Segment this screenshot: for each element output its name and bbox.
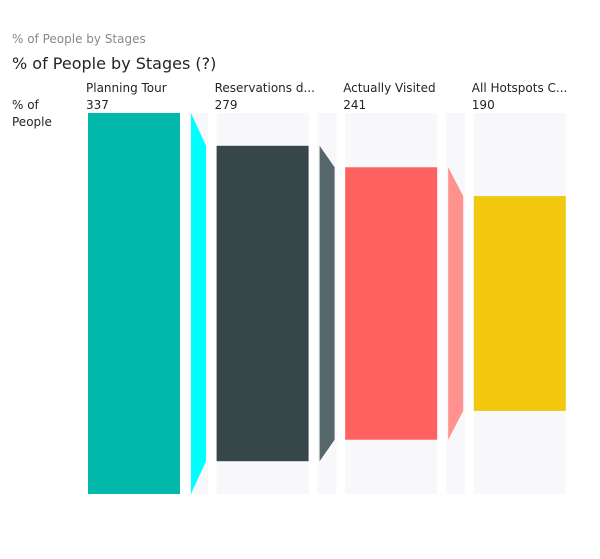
stage-value: 279 [215, 98, 238, 112]
y-axis-caption: % of People [12, 98, 52, 129]
funnel-bar [216, 145, 309, 462]
funnel-connector [319, 145, 335, 462]
funnel-bar [345, 167, 438, 440]
stage-label: Actually Visited [343, 81, 435, 95]
stage-label: All Hotspots C... [472, 81, 568, 95]
funnel-bar [473, 196, 566, 411]
stage-value: 241 [343, 98, 366, 112]
funnel-bar [88, 113, 180, 494]
funnel-connector [191, 113, 206, 494]
stage-value: 190 [472, 98, 495, 112]
stage-label: Planning Tour [86, 81, 167, 95]
stage-label: Reservations d... [215, 81, 315, 95]
funnel-connector [448, 167, 464, 440]
visual-header-title: % of People by Stages [12, 32, 146, 46]
chart-title: % of People by Stages (?) [12, 54, 217, 73]
stage-value: 337 [86, 98, 109, 112]
